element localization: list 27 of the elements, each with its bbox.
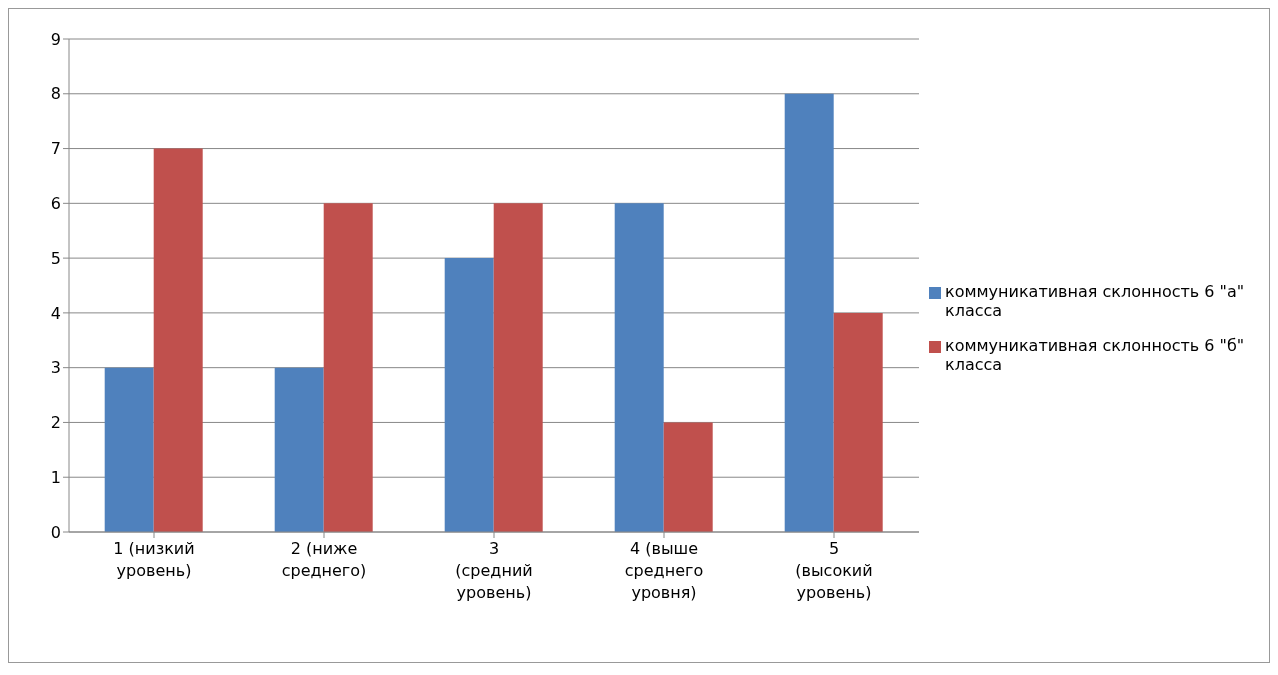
y-tick-label: 5 — [50, 248, 61, 268]
bar — [153, 148, 203, 532]
x-tick-label: 4 (выше среднего уровня) — [624, 539, 704, 602]
y-tick-label: 0 — [50, 522, 61, 542]
bar — [614, 203, 664, 532]
bar — [663, 422, 713, 532]
y-tick-label: 4 — [50, 303, 61, 323]
x-tick-label: 3 (средний уровень) — [455, 539, 533, 602]
bar — [784, 93, 834, 532]
y-tick-label: 8 — [50, 84, 61, 104]
y-tick-label: 9 — [50, 29, 61, 49]
x-tick-label: 5 (высокий уровень) — [795, 539, 873, 602]
bar — [833, 312, 883, 532]
y-tick-label: 6 — [50, 194, 61, 214]
y-tick-label: 2 — [50, 413, 61, 433]
legend-label: коммуникативная склонность 6 "а" класса — [945, 281, 1245, 320]
x-tick-label: 2 (ниже среднего) — [281, 539, 367, 580]
y-tick-label: 1 — [50, 467, 61, 487]
bar — [444, 258, 494, 532]
bar — [104, 367, 154, 532]
y-tick-label: 3 — [50, 358, 61, 378]
bar — [274, 367, 324, 532]
bar — [493, 203, 543, 532]
bar — [323, 203, 373, 532]
y-tick-label: 7 — [50, 139, 61, 159]
legend-label: коммуникативная склонность 6 "б" класса — [945, 335, 1245, 374]
x-tick-label: 1 (низкий уровень) — [113, 539, 195, 580]
